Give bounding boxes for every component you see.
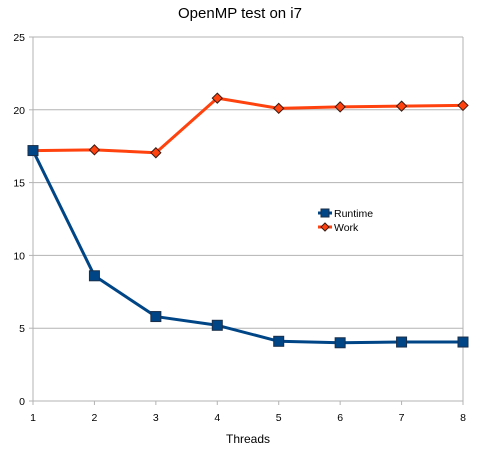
work-point — [395, 100, 408, 112]
y-tick-label: 0 — [19, 396, 25, 408]
work-point — [211, 92, 223, 104]
legend-work-label: Work — [334, 222, 359, 234]
runtime-point — [150, 311, 162, 323]
work-point — [88, 144, 101, 156]
x-tick-label: 8 — [460, 412, 466, 424]
x-tick-label: 7 — [399, 412, 405, 424]
x-tick-label: 2 — [92, 412, 98, 424]
legend: Runtime Work — [318, 208, 373, 234]
y-tick-label: 5 — [19, 323, 25, 335]
y-tick-label: 15 — [13, 178, 25, 190]
x-tick-label: 6 — [337, 412, 343, 424]
x-axis-label: Threads — [226, 432, 270, 446]
work-point — [150, 147, 162, 159]
axes — [29, 36, 464, 405]
work-point — [334, 101, 346, 113]
series — [27, 92, 469, 349]
y-tick-label: 25 — [13, 32, 25, 44]
runtime-point — [211, 319, 223, 331]
legend-runtime-marker — [320, 208, 330, 218]
runtime-series-line — [31, 149, 463, 345]
x-tick-label: 4 — [214, 412, 220, 424]
runtime-point — [273, 335, 285, 347]
runtime-point — [334, 337, 346, 349]
runtime-point — [457, 336, 469, 348]
y-tick-label: 10 — [13, 250, 25, 262]
y-tick-label: 20 — [13, 105, 25, 117]
x-tick-labels: 1 2 3 4 5 6 7 8 — [30, 412, 466, 424]
work-point — [273, 102, 285, 115]
legend-runtime-label: Runtime — [334, 208, 373, 220]
chart-title: OpenMP test on i7 — [178, 5, 302, 22]
runtime-point — [396, 336, 408, 348]
work-series-line — [32, 96, 464, 155]
x-tick-label: 5 — [276, 412, 282, 424]
runtime-point — [27, 145, 39, 157]
legend-work-marker — [320, 222, 330, 232]
runtime-point — [88, 270, 100, 282]
work-point — [457, 99, 469, 112]
x-tick-label: 1 — [30, 412, 36, 424]
x-tick-label: 3 — [153, 412, 159, 424]
y-tick-labels: 0 5 10 15 20 25 — [13, 32, 25, 408]
